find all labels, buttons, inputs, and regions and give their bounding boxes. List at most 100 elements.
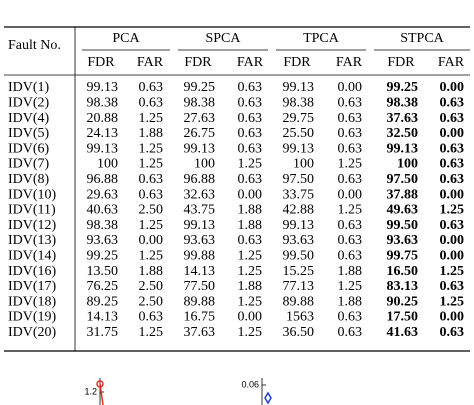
cell: 99.25 — [387, 80, 419, 95]
cell: 100 — [194, 157, 215, 172]
cell: 99.13 — [184, 141, 216, 156]
cell: 40.63 — [87, 203, 119, 218]
cell: 93.63 — [184, 233, 216, 248]
row-label: IDV(20) — [8, 325, 57, 340]
cell: 96.88 — [87, 172, 119, 187]
cell: 29.75 — [283, 111, 315, 126]
cell: 0.00 — [238, 187, 263, 202]
cell: 0.63 — [440, 218, 465, 233]
cell: 0.00 — [440, 249, 465, 264]
cell: 1.88 — [139, 264, 164, 279]
cell: 1.88 — [238, 279, 263, 294]
cell: 0.63 — [440, 325, 465, 340]
cell: 98.38 — [87, 96, 119, 111]
sub-header: FDR — [184, 55, 212, 70]
cell: 0.63 — [338, 233, 363, 248]
cell: 32.63 — [184, 187, 216, 202]
tick-label: 0.06 — [241, 379, 259, 389]
cell: 0.63 — [338, 172, 363, 187]
cell: 77.50 — [184, 279, 216, 294]
row-label: IDV(1) — [8, 80, 50, 95]
cell: 1.88 — [238, 218, 263, 233]
cell: 1.25 — [238, 249, 263, 264]
sub-header: FDR — [87, 55, 115, 70]
cell: 98.38 — [283, 96, 315, 111]
row-label: IDV(18) — [8, 294, 57, 309]
corner-header: Fault No. — [8, 38, 61, 53]
cell: 99.13 — [283, 141, 315, 156]
cell: 14.13 — [87, 310, 119, 325]
row-label: IDV(5) — [8, 126, 50, 141]
sub-header: FAR — [237, 55, 264, 70]
cell: 0.00 — [440, 233, 465, 248]
cell: 0.63 — [338, 218, 363, 233]
cell: 0.00 — [139, 233, 164, 248]
row-label: IDV(13) — [8, 233, 57, 248]
group-header: SPCA — [205, 31, 241, 46]
row-label: IDV(11) — [8, 203, 56, 218]
cell: 0.63 — [238, 80, 263, 95]
cell: 93.63 — [283, 233, 315, 248]
cell: 0.63 — [440, 96, 465, 111]
cell: 90.25 — [387, 294, 419, 309]
cell: 0.00 — [338, 80, 363, 95]
red-marker — [96, 380, 104, 388]
cell: 1.88 — [139, 126, 164, 141]
cell: 1.25 — [440, 203, 465, 218]
cell: 0.63 — [440, 157, 465, 172]
cell: 1.25 — [238, 294, 263, 309]
cell: 0.63 — [238, 141, 263, 156]
cell: 0.63 — [238, 233, 263, 248]
cell: 1563 — [286, 310, 314, 325]
cell: 1.25 — [338, 157, 363, 172]
cell: 0.00 — [440, 187, 465, 202]
blue-marker — [264, 391, 272, 405]
cell: 0.63 — [238, 96, 263, 111]
group-header: STPCA — [400, 31, 444, 46]
cell: 99.50 — [283, 249, 315, 264]
cell: 43.75 — [184, 203, 216, 218]
cell: 0.63 — [440, 172, 465, 187]
row-label: IDV(16) — [8, 264, 57, 279]
row-label: IDV(19) — [8, 310, 57, 325]
cell: 99.13 — [283, 218, 315, 233]
cell: 1.25 — [440, 294, 465, 309]
row-label: IDV(4) — [8, 111, 50, 126]
cell: 1.25 — [238, 325, 263, 340]
cell: 1.25 — [440, 264, 465, 279]
cell: 99.13 — [184, 218, 216, 233]
row-label: IDV(7) — [8, 157, 50, 172]
cell: 0.00 — [440, 310, 465, 325]
cell: 0.63 — [440, 279, 465, 294]
cell: 0.63 — [338, 141, 363, 156]
cell: 16.75 — [184, 310, 216, 325]
cell: 97.50 — [283, 172, 315, 187]
row-label: IDV(12) — [8, 218, 57, 233]
cell: 24.13 — [87, 126, 119, 141]
cell: 1.25 — [139, 111, 164, 126]
cell: 83.13 — [387, 279, 419, 294]
cell: 29.63 — [87, 187, 119, 202]
cell: 99.13 — [283, 80, 315, 95]
cell: 32.50 — [387, 126, 419, 141]
cell: 15.25 — [283, 264, 315, 279]
cell: 27.63 — [184, 111, 216, 126]
cell: 0.00 — [440, 126, 465, 141]
cell: 98.38 — [87, 218, 119, 233]
cell: 2.50 — [139, 294, 164, 309]
cell: 17.50 — [387, 310, 419, 325]
cell: 93.63 — [87, 233, 119, 248]
sub-header: FAR — [438, 55, 465, 70]
cell: 100 — [97, 157, 118, 172]
group-header: PCA — [112, 31, 140, 46]
cell: 1.25 — [139, 249, 164, 264]
cell: 0.63 — [338, 111, 363, 126]
sub-header: FAR — [137, 55, 164, 70]
row-label: IDV(6) — [8, 141, 50, 156]
cell: 33.75 — [283, 187, 315, 202]
row-label: IDV(10) — [8, 187, 57, 202]
cell: 0.63 — [338, 325, 363, 340]
cell: 36.50 — [283, 325, 315, 340]
cell: 0.63 — [338, 126, 363, 141]
